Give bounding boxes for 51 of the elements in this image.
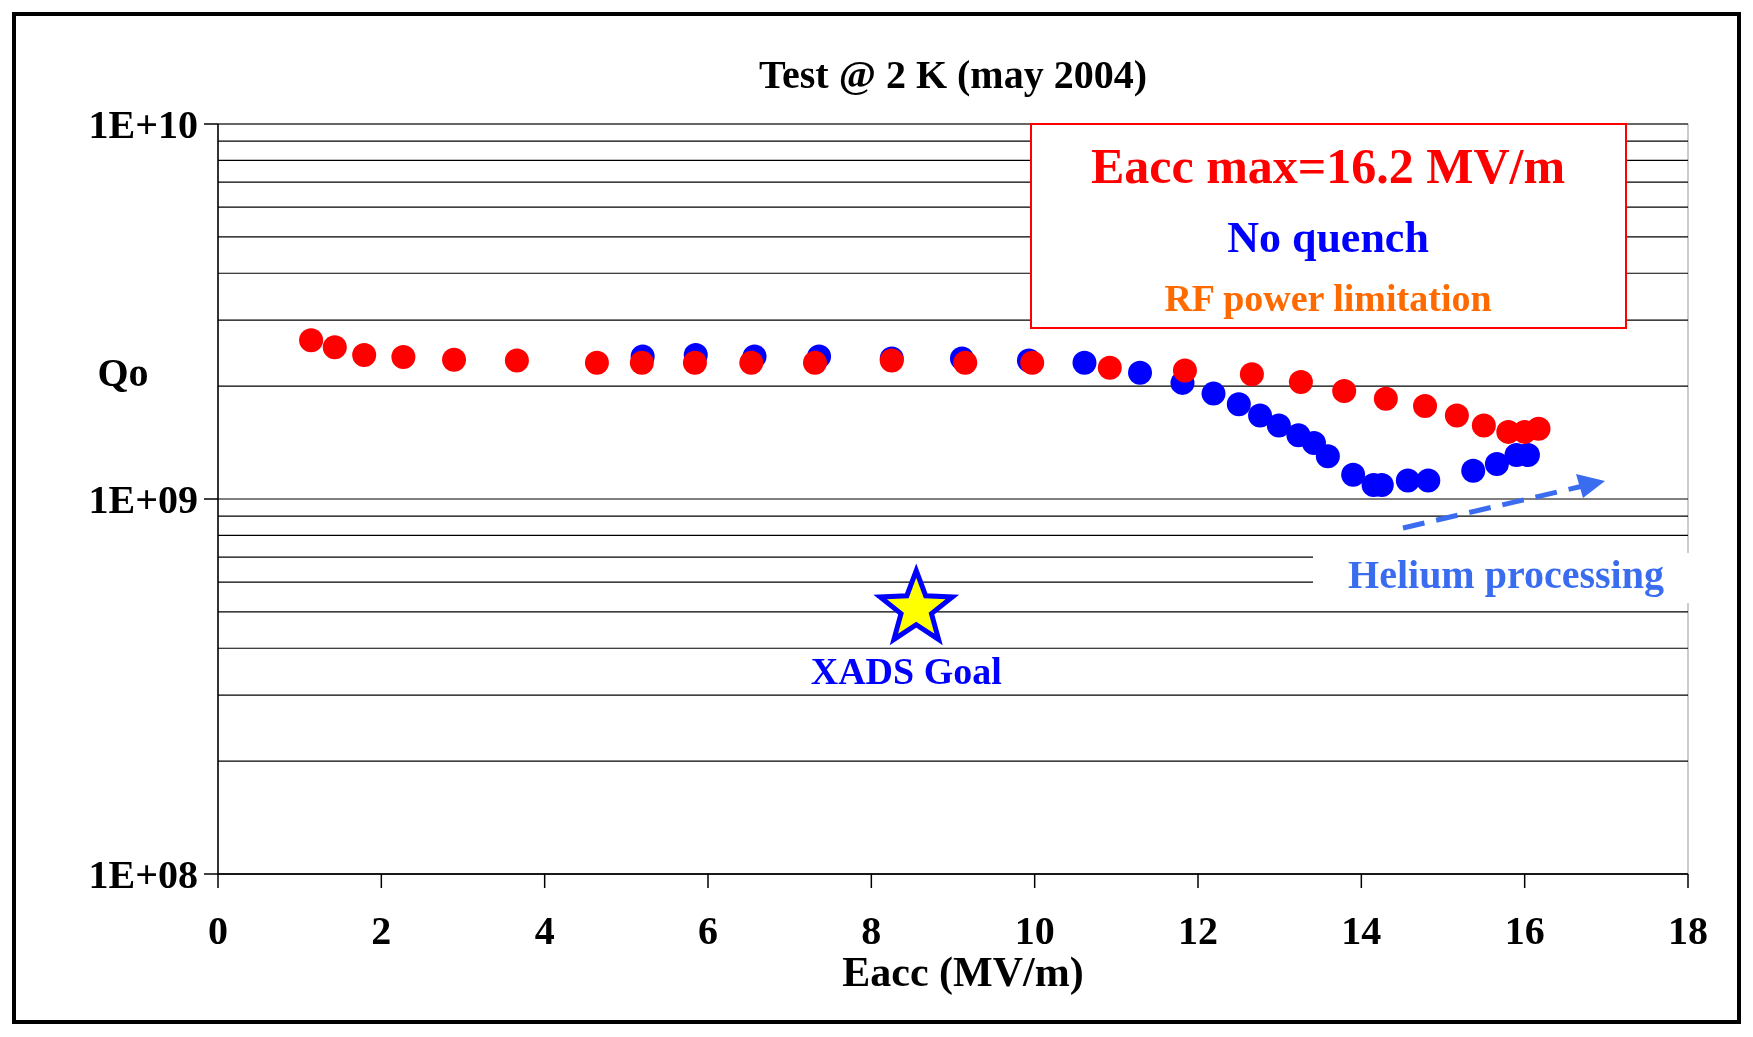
point bbox=[802, 350, 827, 375]
x-tick-label: 16 bbox=[1504, 908, 1545, 953]
point bbox=[1444, 403, 1469, 428]
point bbox=[1413, 394, 1438, 419]
y-axis-title: Qo bbox=[97, 350, 149, 395]
x-tick-label: 4 bbox=[534, 908, 555, 953]
x-tick-label: 2 bbox=[371, 908, 392, 953]
point bbox=[322, 335, 347, 360]
point bbox=[1526, 416, 1551, 441]
y-tick-label: 1E+09 bbox=[88, 477, 198, 522]
point bbox=[1201, 381, 1226, 406]
x-tick-label: 18 bbox=[1668, 908, 1708, 953]
annotation: No quench bbox=[1227, 213, 1429, 262]
point bbox=[1239, 362, 1264, 387]
point bbox=[1341, 462, 1366, 487]
point bbox=[1416, 468, 1441, 493]
y-tick-label: 1E+08 bbox=[88, 852, 198, 897]
point bbox=[299, 328, 324, 353]
point bbox=[629, 350, 654, 375]
point bbox=[352, 343, 377, 368]
point bbox=[1172, 358, 1197, 383]
annotation: Helium processing bbox=[1348, 552, 1664, 597]
point bbox=[391, 345, 416, 370]
point bbox=[1332, 379, 1357, 404]
point bbox=[1288, 370, 1313, 395]
point bbox=[1097, 355, 1122, 380]
x-tick-label: 6 bbox=[698, 908, 718, 953]
point bbox=[1373, 386, 1398, 411]
point bbox=[1226, 392, 1251, 417]
point bbox=[739, 350, 764, 375]
point bbox=[682, 350, 707, 375]
x-tick-label: 12 bbox=[1178, 908, 1218, 953]
point bbox=[584, 350, 609, 375]
series-label: XADS Goal bbox=[810, 649, 1002, 692]
point bbox=[1315, 444, 1340, 469]
point bbox=[1072, 350, 1097, 375]
annotation: Eacc max=16.2 MV/m bbox=[1090, 138, 1566, 194]
point bbox=[442, 347, 467, 372]
point bbox=[504, 348, 529, 373]
chart-title: Test @ 2 K (may 2004) bbox=[759, 52, 1147, 97]
x-tick-label: 14 bbox=[1341, 908, 1382, 953]
point bbox=[1128, 360, 1153, 385]
x-tick-label: 0 bbox=[208, 908, 228, 953]
point bbox=[1395, 468, 1420, 493]
point bbox=[1484, 451, 1509, 476]
point bbox=[1471, 413, 1496, 438]
point bbox=[1266, 413, 1291, 438]
annotation: RF power limitation bbox=[1164, 277, 1492, 319]
y-tick-label: 1E+10 bbox=[88, 102, 198, 147]
point bbox=[1461, 458, 1486, 483]
point bbox=[1248, 403, 1273, 428]
